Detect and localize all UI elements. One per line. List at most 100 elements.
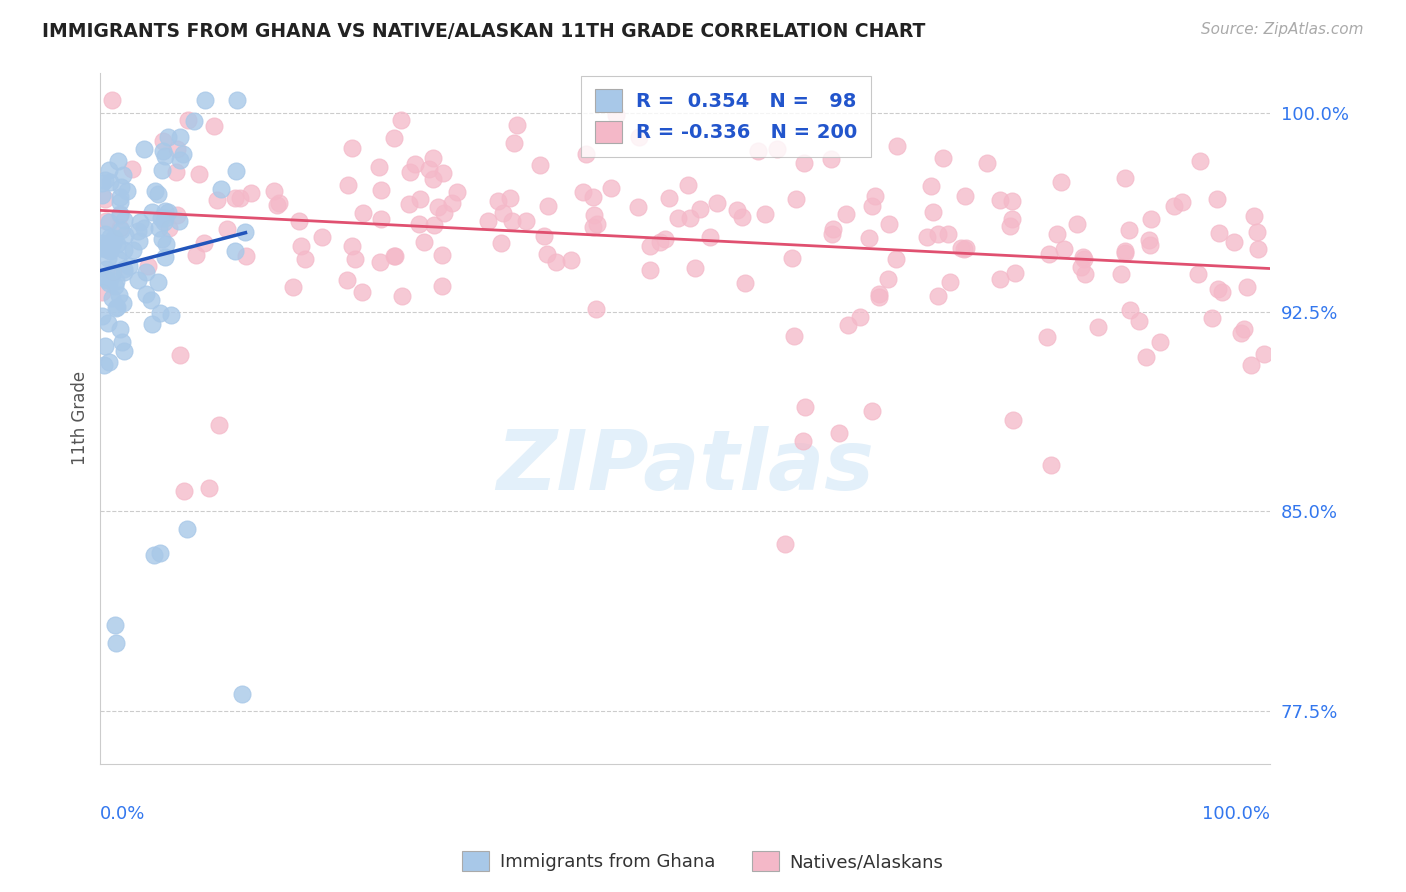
Point (998, 219, 1021, 233)
Point (294, 252, 316, 266)
Point (820, 152, 842, 166)
Point (585, 217, 607, 231)
Point (486, 194, 509, 208)
Point (176, 522, 198, 536)
Point (108, 221, 131, 235)
Point (683, 261, 706, 276)
Point (382, 249, 405, 263)
Point (731, 211, 754, 225)
Point (138, 260, 160, 274)
Point (575, 146, 598, 161)
Text: 100.0%: 100.0% (1202, 805, 1270, 823)
Point (343, 252, 366, 266)
Point (785, 192, 807, 206)
Point (837, 318, 859, 332)
Point (139, 293, 162, 307)
Point (111, 335, 134, 350)
Point (148, 306, 170, 320)
Point (173, 484, 195, 499)
Point (422, 151, 444, 165)
Point (865, 189, 887, 203)
Point (224, 191, 246, 205)
Point (605, 108, 627, 122)
Point (1206, 192, 1229, 206)
Point (152, 144, 174, 158)
Point (423, 218, 446, 232)
Point (1247, 242, 1270, 256)
Point (198, 482, 221, 496)
Point (108, 321, 131, 335)
Point (370, 212, 392, 227)
Point (150, 232, 173, 246)
Point (868, 286, 890, 301)
Point (94, 173, 117, 187)
Point (389, 113, 412, 128)
Point (533, 228, 555, 243)
Point (1087, 319, 1109, 334)
Point (193, 235, 215, 250)
Point (650, 235, 672, 249)
Point (1001, 194, 1024, 208)
Point (446, 186, 468, 200)
Point (990, 272, 1012, 286)
Point (1236, 280, 1258, 294)
Point (166, 208, 188, 222)
Point (582, 190, 605, 204)
Point (101, 93, 124, 107)
Point (148, 187, 170, 202)
Point (226, 93, 249, 107)
Point (430, 279, 453, 293)
Point (858, 230, 880, 244)
Point (430, 248, 453, 262)
Point (112, 262, 135, 277)
Point (939, 275, 962, 289)
Point (679, 211, 702, 225)
Point (1223, 235, 1246, 250)
Point (477, 214, 499, 228)
Point (266, 198, 288, 212)
Point (160, 309, 183, 323)
Point (100, 268, 122, 282)
Point (1140, 211, 1163, 226)
Point (835, 207, 858, 221)
Point (103, 235, 125, 250)
Point (792, 434, 814, 449)
Point (408, 192, 430, 206)
Point (1246, 226, 1268, 240)
Point (765, 142, 787, 156)
Point (849, 310, 872, 324)
Point (231, 688, 253, 702)
Point (932, 151, 955, 165)
Point (1004, 266, 1026, 280)
Point (97, 215, 120, 229)
Point (176, 113, 198, 128)
Point (1171, 194, 1194, 209)
Point (1206, 282, 1229, 296)
Point (571, 185, 593, 199)
Point (340, 239, 363, 253)
Point (1135, 350, 1157, 364)
Point (149, 545, 172, 559)
Point (94, 262, 117, 277)
Point (263, 184, 285, 198)
Point (101, 265, 124, 279)
Point (666, 211, 689, 226)
Point (886, 139, 908, 153)
Point (93, 227, 115, 241)
Point (94, 192, 117, 206)
Point (143, 548, 166, 562)
Y-axis label: 11th Grade: 11th Grade (72, 371, 89, 466)
Text: 0.0%: 0.0% (100, 805, 146, 823)
Point (927, 227, 949, 242)
Point (782, 251, 804, 265)
Point (110, 207, 132, 221)
Point (583, 208, 606, 222)
Point (97, 251, 120, 265)
Point (112, 212, 135, 227)
Legend: Immigrants from Ghana, Natives/Alaskans: Immigrants from Ghana, Natives/Alaskans (456, 844, 950, 879)
Point (132, 142, 155, 156)
Point (153, 211, 176, 225)
Point (877, 217, 900, 231)
Point (225, 163, 247, 178)
Point (287, 214, 309, 228)
